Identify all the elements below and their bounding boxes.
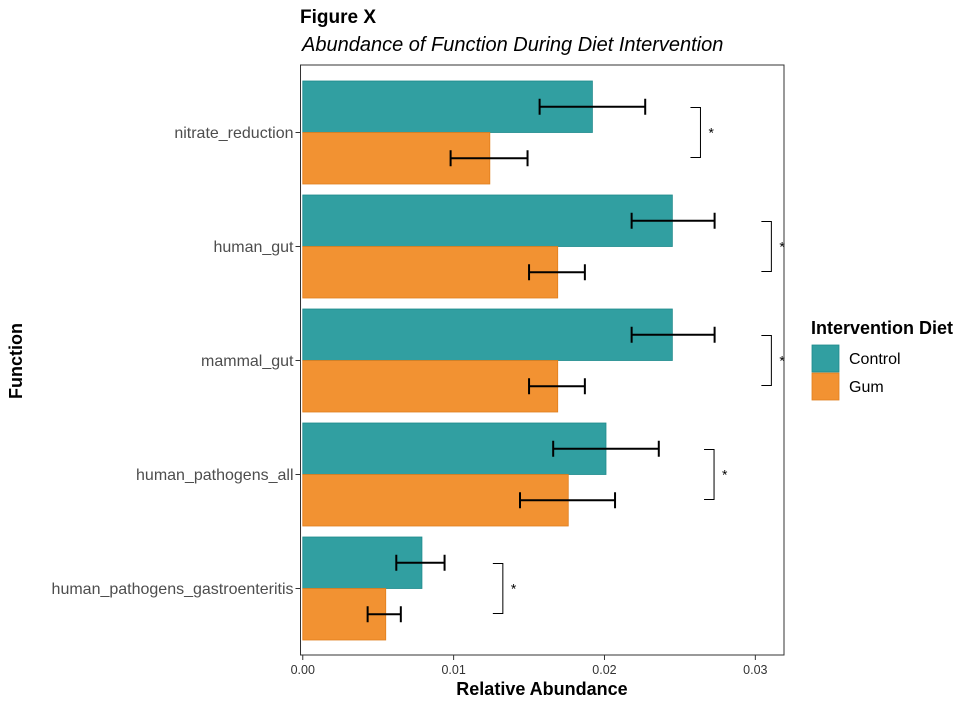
significance-label-human_pathogens_all: *: [722, 467, 728, 483]
significance-layer: * * * * *: [492, 107, 785, 614]
legend-label-gum: Gum: [849, 379, 884, 396]
x-tick-label-0.01: 0.01: [441, 663, 465, 677]
legend-swatch-control: [811, 344, 840, 373]
significance-bracket-nitrate_reduction: [690, 107, 701, 158]
category-labels: nitrate_reduction human_gut mammal_guthuma…: [52, 125, 301, 598]
x-tick-label-0.00: 0.00: [291, 663, 315, 677]
x-axis-title: Relative Abundance: [456, 679, 627, 699]
legend-title: Intervention Diet: [811, 318, 953, 338]
significance-label-human_gut: *: [779, 239, 785, 255]
chart-subtitle: Abundance of Function During Diet Interv…: [301, 34, 723, 56]
significance-bracket-human_pathogens_all: [704, 449, 715, 500]
significance-bracket-mammal_gut: [761, 335, 772, 386]
bar-gum-mammal_gut: [302, 360, 559, 413]
legend-entries: Control Gum: [811, 344, 901, 401]
category-label-human_gut: human_gut: [213, 239, 294, 256]
category-label-mammal_gut: mammal_gut: [201, 353, 294, 370]
error-bars-layer: [366, 98, 716, 623]
significance-label-mammal_gut: *: [779, 353, 785, 369]
bar-control-human_gut: [302, 194, 673, 247]
x-axis-ticks: 0.00 0.01 0.02 0.03: [291, 655, 768, 677]
legend-label-control: Control: [849, 351, 901, 368]
x-tick-label-0.02: 0.02: [592, 663, 616, 677]
chart-title: Figure X: [300, 7, 376, 28]
category-label-human_pathogens_all: human_pathogens_all: [136, 467, 293, 484]
significance-bracket-human_pathogens_gastroenteritis: [492, 563, 504, 614]
significance-label-nitrate_reduction: *: [708, 125, 714, 141]
x-tick-label-0.03: 0.03: [743, 663, 767, 677]
bar-gum-human_gut: [302, 246, 559, 299]
legend: Intervention Diet Control Gum: [811, 318, 953, 401]
significance-label-human_pathogens_gastroenteritis: *: [511, 581, 517, 597]
y-axis-title: Function: [6, 323, 26, 399]
category-label-human_pathogens_gastroenteritis: human_pathogens_gastroenteritis: [52, 581, 294, 598]
legend-swatch-gum: [811, 372, 840, 401]
significance-bracket-human_gut: [761, 221, 772, 272]
bar-control-mammal_gut: [302, 308, 673, 361]
category-label-nitrate_reduction: nitrate_reduction: [174, 125, 293, 142]
